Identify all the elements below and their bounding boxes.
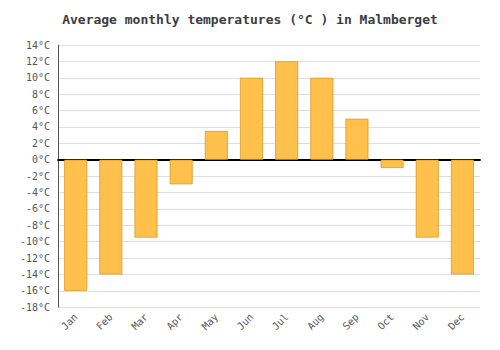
svg-text:May: May [200,311,221,332]
svg-text:-6°C: -6°C [26,203,50,214]
svg-text:-18°C: -18°C [20,302,50,313]
svg-text:-16°C: -16°C [20,285,50,296]
svg-text:10°C: 10°C [26,72,50,83]
svg-text:-4°C: -4°C [26,187,50,198]
svg-text:Jan: Jan [59,311,80,332]
svg-text:6°C: 6°C [32,105,50,116]
svg-text:-2°C: -2°C [26,171,50,182]
svg-text:Sep: Sep [340,311,361,332]
svg-text:14°C: 14°C [26,40,50,51]
svg-text:Aug: Aug [305,311,326,332]
svg-text:Dec: Dec [446,311,467,332]
svg-text:-12°C: -12°C [20,253,50,264]
svg-text:Apr: Apr [165,311,186,332]
svg-text:Mar: Mar [129,311,150,332]
svg-text:Average monthly temperatures (: Average monthly temperatures (°C ) in Ma… [62,12,438,27]
svg-text:Jul: Jul [270,311,291,332]
svg-text:2°C: 2°C [32,138,50,149]
svg-text:Jun: Jun [235,311,256,332]
svg-text:-8°C: -8°C [26,220,50,231]
svg-text:4°C: 4°C [32,121,50,132]
svg-text:Nov: Nov [411,311,432,332]
svg-text:12°C: 12°C [26,56,50,67]
svg-text:Oct: Oct [375,311,396,332]
svg-text:0°C: 0°C [32,154,50,165]
svg-text:Feb: Feb [94,311,115,332]
svg-text:-14°C: -14°C [20,269,50,280]
svg-text:-10°C: -10°C [20,236,50,247]
svg-text:8°C: 8°C [32,89,50,100]
